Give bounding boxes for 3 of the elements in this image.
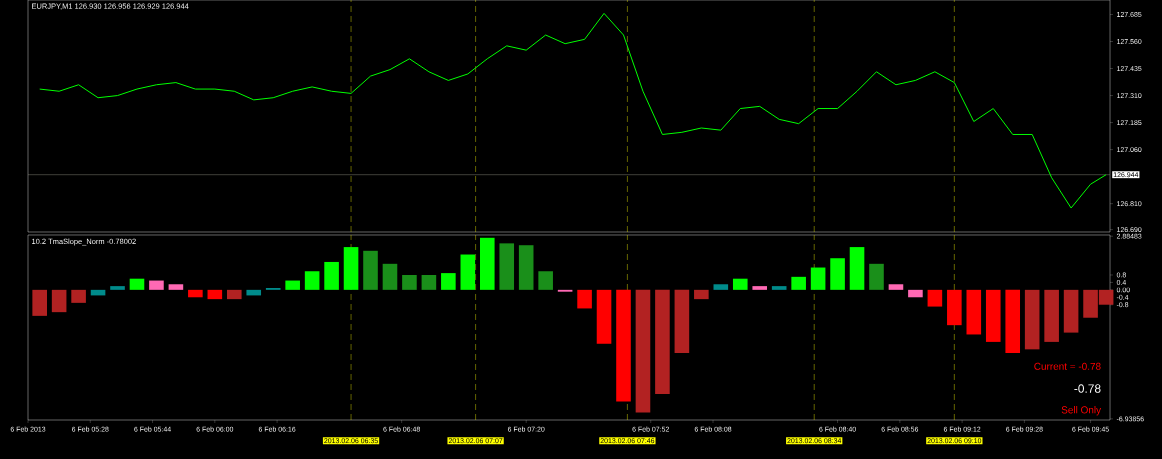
annotation: Current = -0.78: [1034, 362, 1101, 370]
annotation: -0.78: [1074, 384, 1101, 393]
annotation: Sell Only: [1061, 406, 1102, 416]
